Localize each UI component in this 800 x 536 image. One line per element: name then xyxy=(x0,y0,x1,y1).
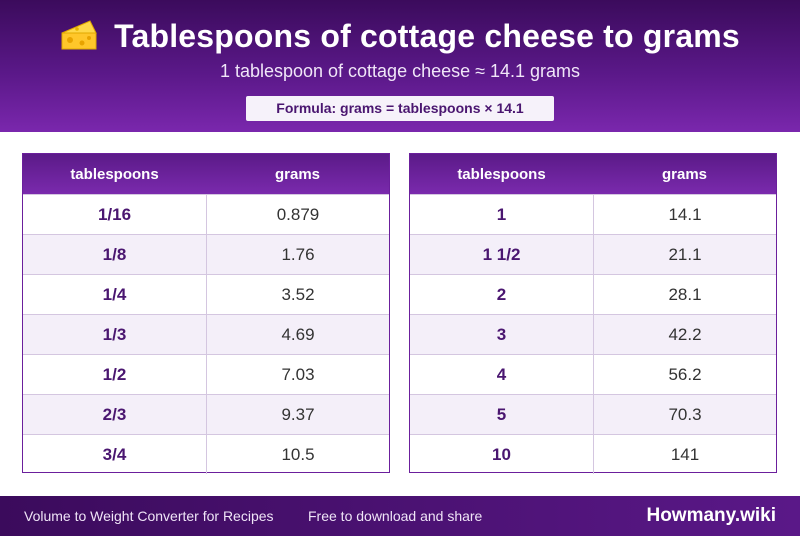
tablespoons-cell: 3 xyxy=(410,315,594,354)
grams-cell: 28.1 xyxy=(668,284,702,304)
table-header: tablespoons grams xyxy=(410,154,776,194)
table-row: 10 141 xyxy=(410,434,776,474)
table-row: 1/4 3.52 xyxy=(23,274,389,314)
conversion-table-right: tablespoons grams 1 14.1 1 1/2 21.1 2 28… xyxy=(409,153,777,474)
column-header-tablespoons: tablespoons xyxy=(70,165,159,183)
tablespoons-cell: 1/4 xyxy=(23,275,207,314)
column-header-grams: grams xyxy=(661,165,708,183)
table-row: 4 56.2 xyxy=(410,354,776,394)
column-header-grams: grams xyxy=(274,165,321,183)
footer: Volume to Weight Converter for Recipes F… xyxy=(0,496,800,536)
conversion-table-left: tablespoons grams 1/16 0.879 1/8 1.76 1/… xyxy=(22,153,390,474)
table-row: 1/16 0.879 xyxy=(23,194,389,234)
tablespoons-cell: 1 1/2 xyxy=(410,235,594,274)
page-title: Tablespoons of cottage cheese to grams xyxy=(114,17,740,54)
formula-badge: Formula: grams = tablespoons × 14.1 xyxy=(246,96,554,121)
grams-cell: 9.37 xyxy=(281,404,315,424)
table-header: tablespoons grams xyxy=(23,154,389,194)
grams-cell: 42.2 xyxy=(668,324,702,344)
grams-cell: 1.76 xyxy=(281,244,315,264)
column-header-tablespoons: tablespoons xyxy=(457,165,546,183)
grams-cell: 10.5 xyxy=(281,444,315,464)
tablespoons-cell: 3/4 xyxy=(23,435,207,474)
grams-cell: 0.879 xyxy=(276,204,320,224)
table-row: 1 1/2 21.1 xyxy=(410,234,776,274)
footer-tagline: Free to download and share xyxy=(308,508,483,524)
table-row: 2 28.1 xyxy=(410,274,776,314)
grams-cell: 141 xyxy=(670,444,700,464)
grams-cell: 70.3 xyxy=(668,404,702,424)
tablespoons-cell: 4 xyxy=(410,355,594,394)
tablespoons-cell: 2/3 xyxy=(23,395,207,434)
tablespoons-cell: 10 xyxy=(410,435,594,474)
grams-cell: 7.03 xyxy=(281,364,315,384)
tablespoons-cell: 1/3 xyxy=(23,315,207,354)
footer-description: Volume to Weight Converter for Recipes xyxy=(24,508,274,524)
table-row: 2/3 9.37 xyxy=(23,394,389,434)
table-row: 1 14.1 xyxy=(410,194,776,234)
tablespoons-cell: 5 xyxy=(410,395,594,434)
table-row: 3/4 10.5 xyxy=(23,434,389,474)
table-row: 1/2 7.03 xyxy=(23,354,389,394)
tablespoons-cell: 1/2 xyxy=(23,355,207,394)
tablespoons-cell: 1/16 xyxy=(23,195,207,234)
grams-cell: 4.69 xyxy=(281,324,315,344)
table-row: 1/3 4.69 xyxy=(23,314,389,354)
table-row: 1/8 1.76 xyxy=(23,234,389,274)
title-row: Tablespoons of cottage cheese to grams xyxy=(0,12,800,60)
cheese-icon xyxy=(60,19,98,53)
tablespoons-cell: 1/8 xyxy=(23,235,207,274)
table-row: 5 70.3 xyxy=(410,394,776,434)
grams-cell: 3.52 xyxy=(281,284,315,304)
tablespoons-cell: 1 xyxy=(410,195,594,234)
table-row: 3 42.2 xyxy=(410,314,776,354)
grams-cell: 21.1 xyxy=(668,244,702,264)
subtitle: 1 tablespoon of cottage cheese ≈ 14.1 gr… xyxy=(219,61,581,81)
brand-logo[interactable]: Howmany.wiki xyxy=(646,505,776,526)
grams-cell: 56.2 xyxy=(668,364,702,384)
grams-cell: 14.1 xyxy=(668,204,702,224)
header: Tablespoons of cottage cheese to grams 1… xyxy=(0,0,800,132)
tablespoons-cell: 2 xyxy=(410,275,594,314)
